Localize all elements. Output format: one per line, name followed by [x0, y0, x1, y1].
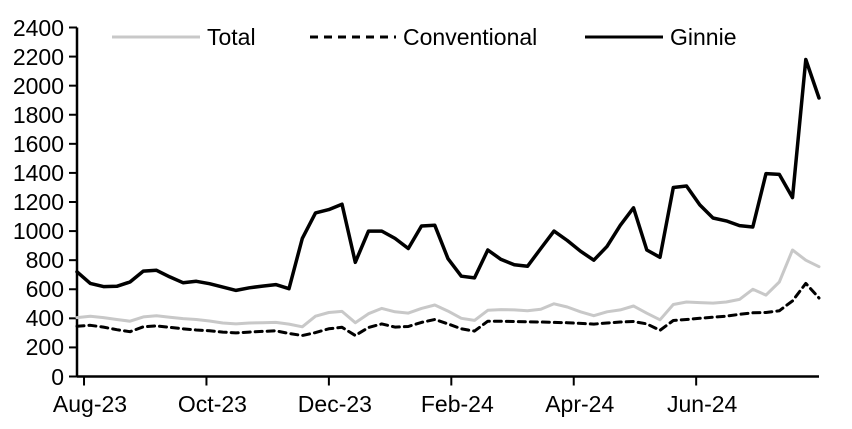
series-line-conventional [75, 281, 821, 337]
y-tick-label: 1600 [12, 130, 64, 157]
legend-item-ginnie: Ginnie [585, 25, 736, 49]
legend-label-ginnie: Ginnie [670, 24, 737, 50]
y-tick-label: 1200 [12, 189, 64, 215]
y-tick-label: 2000 [12, 72, 64, 99]
x-tick-label: Oct-23 [177, 391, 247, 417]
x-tick-label: Dec-23 [297, 391, 372, 417]
y-tick-label: 1400 [12, 159, 64, 186]
series-line-ginnie [75, 57, 821, 293]
ginnie-line-swatch-icon [585, 35, 663, 39]
legend-label-total: Total [207, 24, 256, 50]
x-tick-label: Jun-24 [667, 391, 738, 417]
conventional-line-swatch-icon [310, 35, 396, 39]
legend-item-total: Total [112, 25, 256, 49]
y-tick-label: 2400 [12, 14, 64, 41]
x-tick-label: Aug-23 [52, 391, 128, 417]
y-tick-label: 200 [25, 334, 64, 361]
series-line-total [75, 248, 821, 329]
y-tick-label: 0 [51, 363, 64, 390]
y-tick-label: 600 [25, 276, 64, 303]
y-tick-label: 2200 [12, 43, 64, 70]
y-tick-label: 1800 [12, 101, 64, 128]
y-tick-label: 800 [25, 247, 64, 274]
y-tick-label: 400 [25, 305, 64, 332]
x-tick-label: Apr-24 [545, 391, 615, 417]
total-line-swatch-icon [112, 35, 200, 39]
y-tick-label: 1000 [12, 218, 64, 245]
legend-label-conventional: Conventional [403, 24, 538, 50]
legend-item-conventional: Conventional [310, 25, 537, 49]
x-tick-label: Feb-24 [420, 391, 494, 417]
